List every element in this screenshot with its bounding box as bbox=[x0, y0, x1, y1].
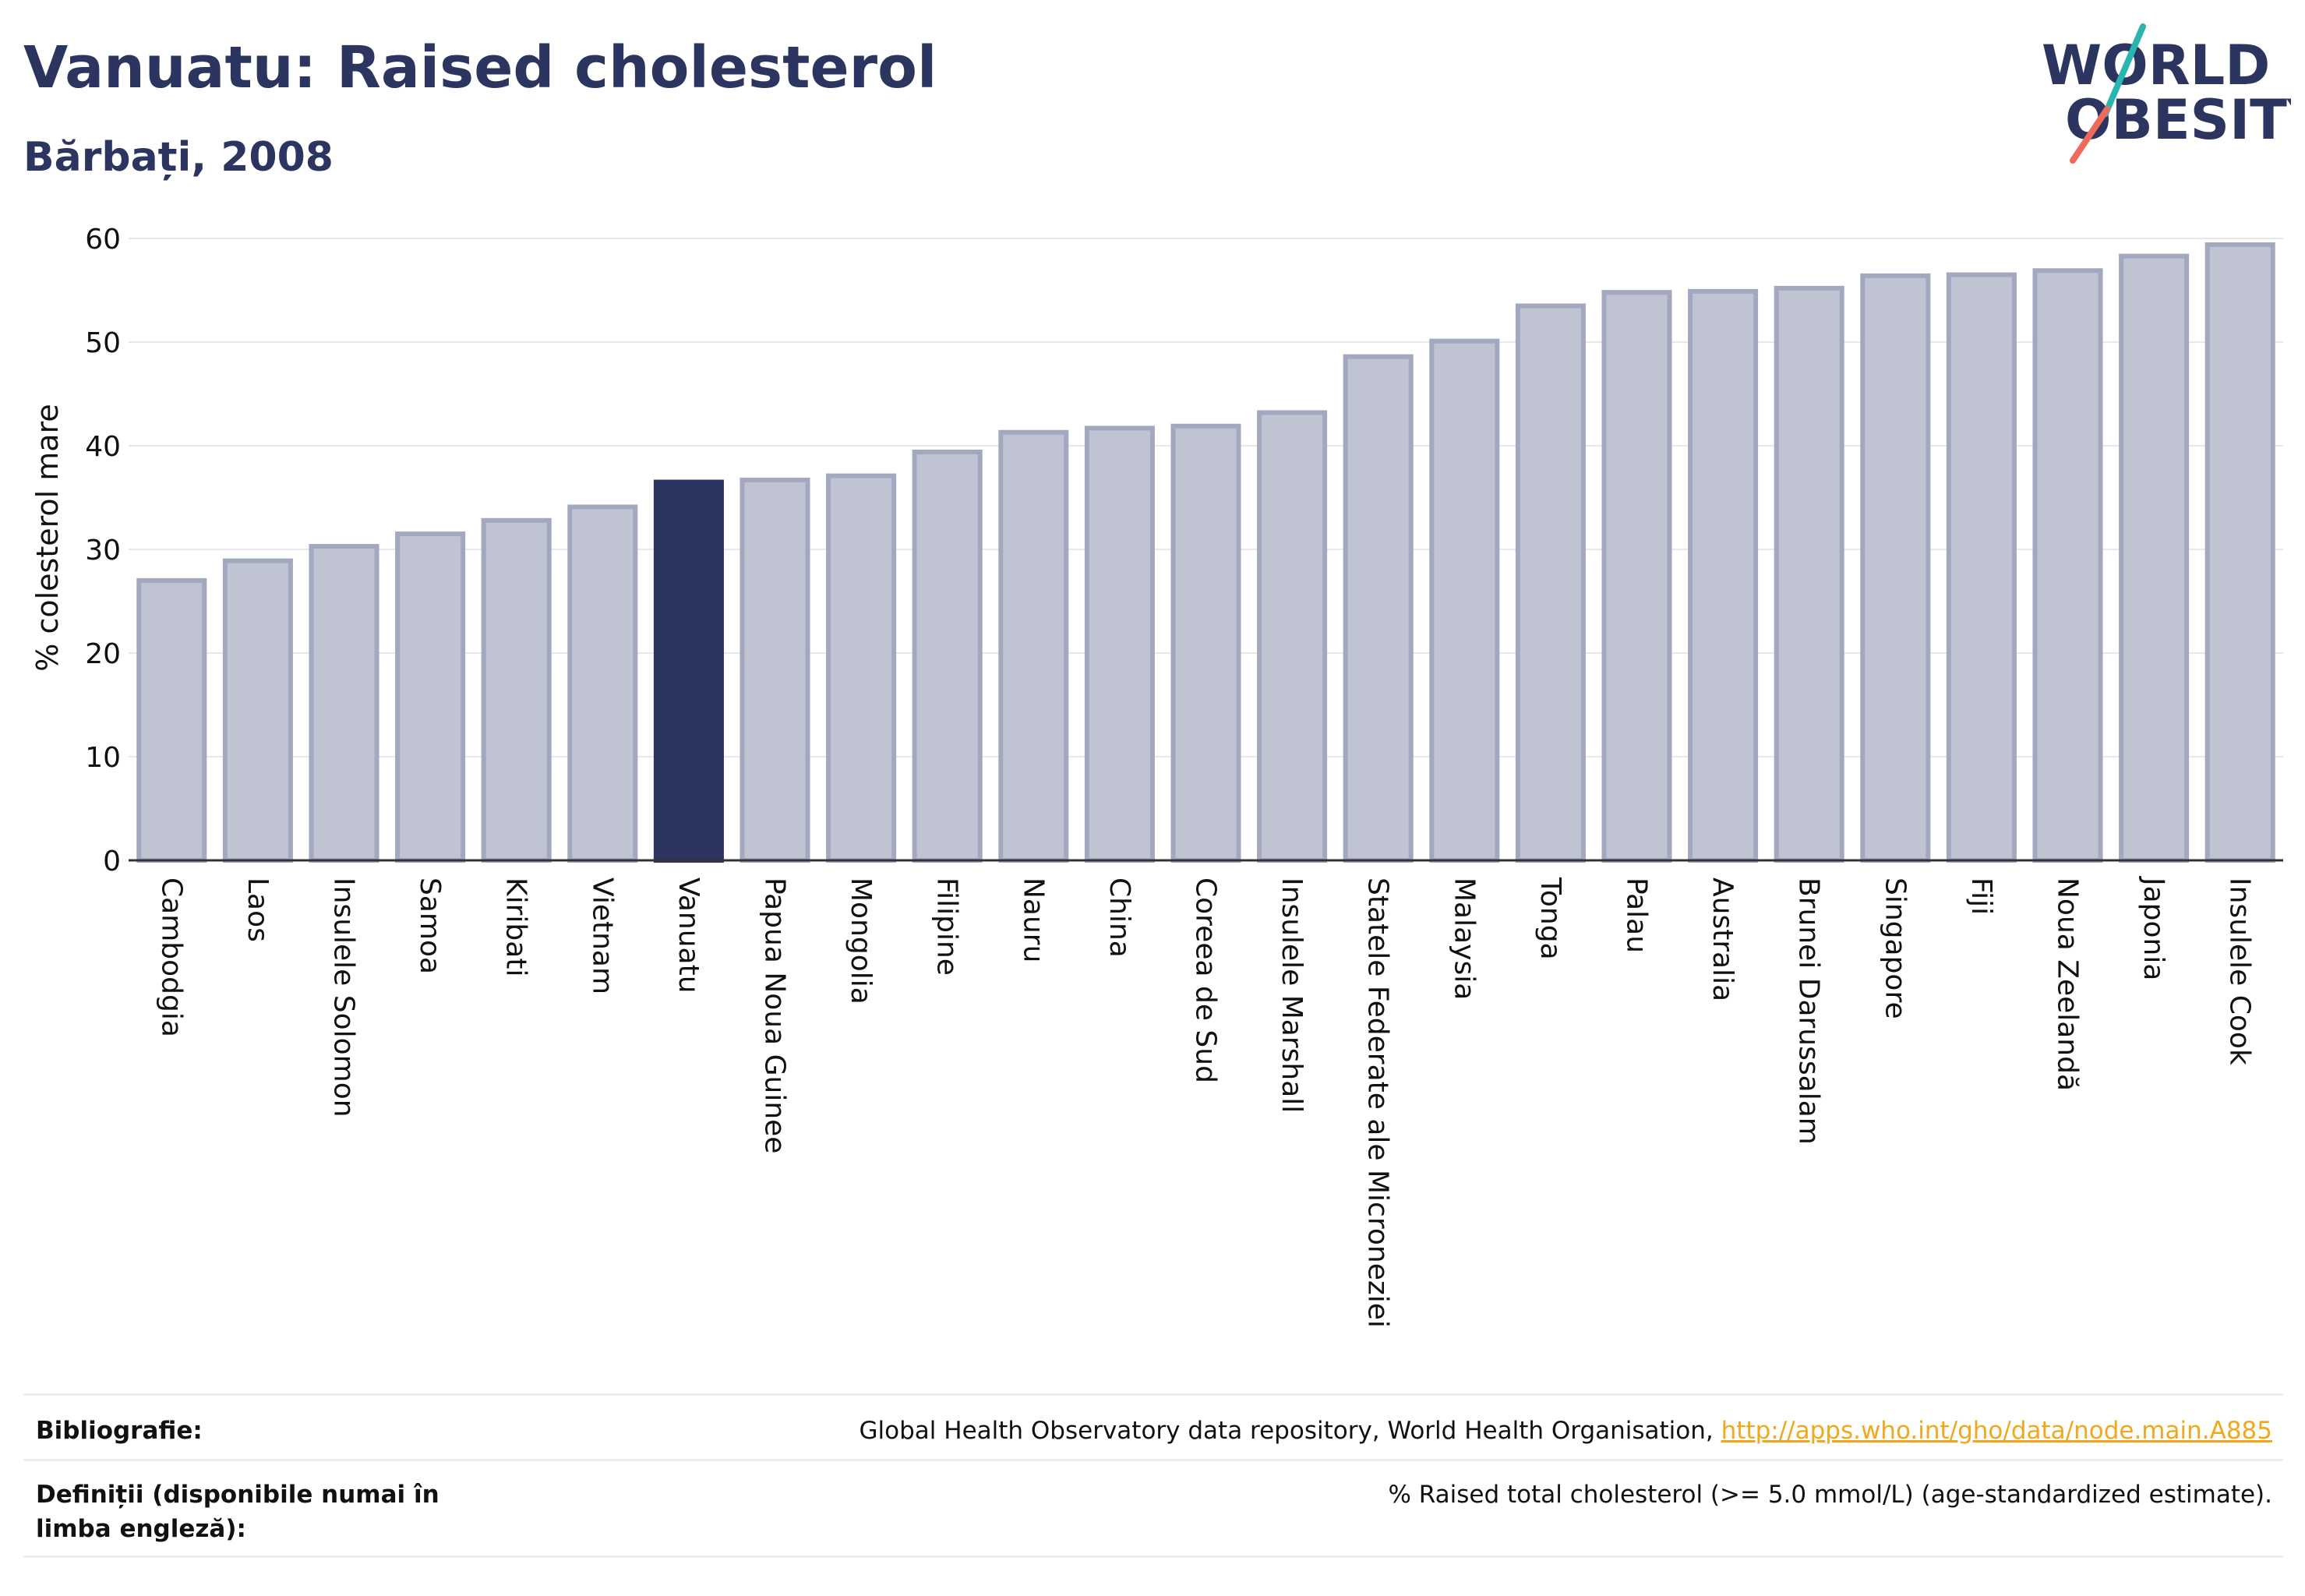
bar-samoa bbox=[395, 531, 466, 863]
bar-vanuatu bbox=[653, 479, 724, 863]
x-tick-label: Statele Federate ale Microneziei bbox=[1362, 877, 1394, 1328]
x-tick-label: Insulele Marshall bbox=[1276, 877, 1308, 1113]
x-tick-label: China bbox=[1103, 877, 1135, 958]
world-obesity-logo: WORLD OBESITY bbox=[2042, 23, 2291, 164]
bar-laos bbox=[222, 558, 293, 863]
chart-title: Vanuatu: Raised cholesterol bbox=[23, 34, 937, 101]
bar-tonga bbox=[1515, 303, 1586, 863]
y-tick-label: 40 bbox=[85, 431, 121, 463]
bar-coreea-de-sud bbox=[1170, 423, 1241, 863]
x-tick-label: Insulele Solomon bbox=[328, 877, 360, 1118]
bar-chart: 0 10 20 30 40 50 60 Cambodgia Laos Insulele Solo… bbox=[30, 224, 2283, 1328]
bar-statele-federate-ale-microneziei bbox=[1343, 354, 1414, 863]
bar-japonia bbox=[2119, 253, 2190, 863]
bibliography-link[interactable]: http://apps.who.int/gho/data/node.main.A… bbox=[1721, 1417, 2272, 1445]
y-tick-label: 30 bbox=[85, 535, 121, 567]
x-tick-label: Japonia bbox=[2137, 876, 2169, 980]
footer-divider-middle bbox=[23, 1459, 2283, 1461]
bar-insulele-solomon bbox=[309, 544, 379, 863]
bar-papua-noua-guinee bbox=[740, 477, 810, 863]
chart-subtitle: Bărbați, 2008 bbox=[23, 134, 334, 181]
bar-china bbox=[1084, 425, 1155, 863]
x-tick-label: Papua Noua Guinee bbox=[759, 877, 791, 1153]
bar-insulele-cook bbox=[2204, 242, 2275, 863]
x-tick-label: Kiribati bbox=[500, 877, 532, 976]
x-tick-label: Singapore bbox=[1879, 877, 1911, 1019]
y-tick-label: 60 bbox=[85, 224, 121, 256]
bar-australia bbox=[1688, 288, 1759, 863]
bibliography-value: Global Health Observatory data repositor… bbox=[860, 1414, 2272, 1448]
x-tick-label: Brunei Darussalam bbox=[1793, 877, 1825, 1145]
bar-insulele-marshall bbox=[1257, 410, 1328, 863]
bar-filipine bbox=[912, 449, 983, 863]
footer-divider-bottom bbox=[23, 1555, 2283, 1558]
x-tick-label: Palau bbox=[1621, 877, 1653, 953]
definitions-text: % Raised total cholesterol (>= 5.0 mmol/… bbox=[1388, 1481, 2272, 1509]
x-tick-label: Fiji bbox=[1965, 877, 1997, 915]
y-tick-label: 20 bbox=[85, 638, 121, 670]
bar-kiribati bbox=[481, 517, 552, 863]
x-tick-label: Malaysia bbox=[1448, 877, 1480, 1000]
y-tick-label: 0 bbox=[103, 846, 121, 877]
footer-divider-top bbox=[23, 1393, 2283, 1396]
x-tick-label: Filipine bbox=[931, 877, 963, 976]
logo-slash-coral bbox=[2070, 106, 2110, 164]
y-axis-label: % colesterol mare bbox=[30, 404, 65, 671]
x-tick-label: Samoa bbox=[414, 877, 446, 974]
bar-palau bbox=[1601, 290, 1672, 863]
bibliography-text: Global Health Observatory data repositor… bbox=[859, 1417, 1721, 1445]
x-tick-label: Cambodgia bbox=[155, 877, 187, 1037]
bar-noua-zeelandă bbox=[2032, 268, 2103, 863]
bar-cambodgia bbox=[136, 577, 207, 863]
y-tick-label: 50 bbox=[85, 327, 121, 359]
bar-malaysia bbox=[1429, 338, 1500, 863]
bar-layer bbox=[136, 242, 2275, 863]
logo-text-world: WORLD bbox=[2042, 34, 2270, 97]
logo-slash-teal bbox=[2102, 23, 2146, 117]
bar-fiji bbox=[1946, 272, 2017, 863]
bar-mongolia bbox=[826, 473, 897, 863]
label-layer: Cambodgia Laos Insulele Solomon Samoa Kiriba… bbox=[155, 876, 2255, 1328]
x-tick-label: Coreea de Sud bbox=[1190, 877, 1222, 1083]
definitions-label: Definiții (disponibile numai în limba en… bbox=[36, 1481, 439, 1543]
x-tick-label: Noua Zeelandă bbox=[2052, 877, 2084, 1091]
bar-singapore bbox=[1860, 273, 1931, 863]
bar-vietnam bbox=[567, 504, 638, 863]
x-tick-label: Australia bbox=[1707, 877, 1738, 1001]
x-tick-label: Insulele Cook bbox=[2224, 877, 2256, 1065]
bar-nauru bbox=[998, 429, 1069, 863]
x-tick-label: Tonga bbox=[1534, 877, 1566, 960]
y-tick-label: 10 bbox=[85, 742, 121, 774]
x-tick-label: Laos bbox=[242, 877, 274, 942]
x-tick-label: Nauru bbox=[1017, 877, 1049, 962]
axis-layer: 0 10 20 30 40 50 60 bbox=[85, 224, 2283, 877]
x-tick-label: Vanuatu bbox=[672, 877, 704, 994]
bibliography-label: Bibliografie: bbox=[36, 1417, 203, 1445]
x-tick-label: Mongolia bbox=[845, 877, 877, 1005]
x-tick-label: Vietnam bbox=[586, 877, 618, 994]
bar-brunei-darussalam bbox=[1774, 285, 1844, 863]
